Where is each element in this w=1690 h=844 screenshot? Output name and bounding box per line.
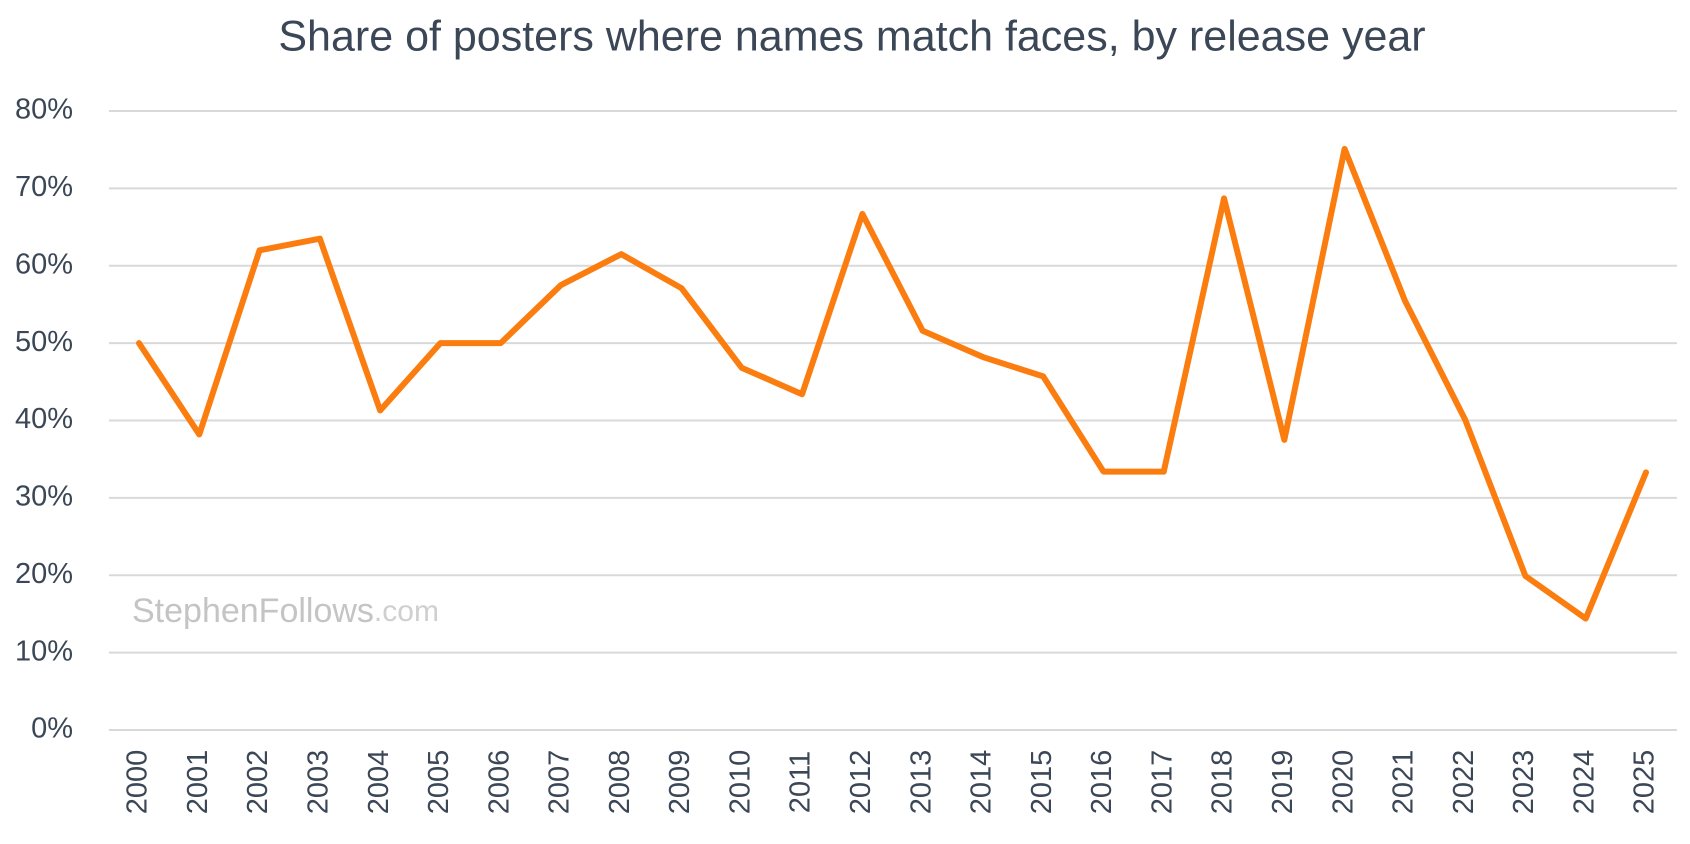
x-tick-label: 2024: [1568, 750, 1600, 815]
y-tick-label: 70%: [15, 171, 73, 203]
x-tick-label: 2002: [242, 750, 274, 815]
x-tick-label: 2001: [182, 750, 214, 815]
x-tick-label: 2019: [1267, 750, 1299, 815]
x-tick-label: 2017: [1146, 750, 1178, 815]
x-tick-label: 2005: [423, 750, 455, 815]
watermark-suffix: .com: [374, 595, 439, 628]
x-tick-label: 2025: [1629, 750, 1661, 815]
chart-title: Share of posters where names match faces…: [278, 12, 1425, 60]
x-tick-label: 2018: [1207, 750, 1239, 815]
x-tick-label: 2006: [483, 750, 515, 815]
x-tick-label: 2013: [905, 750, 937, 815]
x-tick-label: 2021: [1388, 750, 1420, 815]
y-tick-label: 50%: [15, 326, 73, 358]
x-tick-label: 2000: [122, 750, 154, 815]
x-tick-label: 2010: [724, 750, 756, 815]
x-tick-label: 2009: [664, 750, 696, 815]
x-tick-label: 2003: [302, 750, 334, 815]
y-tick-label: 20%: [15, 558, 73, 590]
y-tick-label: 0%: [31, 713, 73, 745]
y-tick-label: 80%: [15, 94, 73, 126]
x-tick-label: 2016: [1086, 750, 1118, 815]
x-tick-label: 2023: [1508, 750, 1540, 815]
y-tick-label: 30%: [15, 481, 73, 513]
x-tick-label: 2015: [1026, 750, 1058, 815]
y-tick-label: 60%: [15, 248, 73, 280]
x-tick-label: 2020: [1327, 750, 1359, 815]
x-tick-label: 2007: [544, 750, 576, 815]
y-tick-label: 10%: [15, 635, 73, 667]
x-tick-label: 2011: [785, 751, 817, 813]
x-tick-label: 2014: [966, 750, 998, 815]
watermark: StephenFollows.com: [132, 592, 439, 630]
y-tick-label: 40%: [15, 403, 73, 435]
x-tick-label: 2004: [363, 750, 395, 815]
watermark-name: StephenFollows: [132, 592, 374, 630]
x-tick-label: 2008: [604, 750, 636, 815]
x-tick-label: 2012: [845, 750, 877, 815]
x-tick-label: 2022: [1448, 750, 1480, 815]
data-line: [136, 145, 1649, 622]
